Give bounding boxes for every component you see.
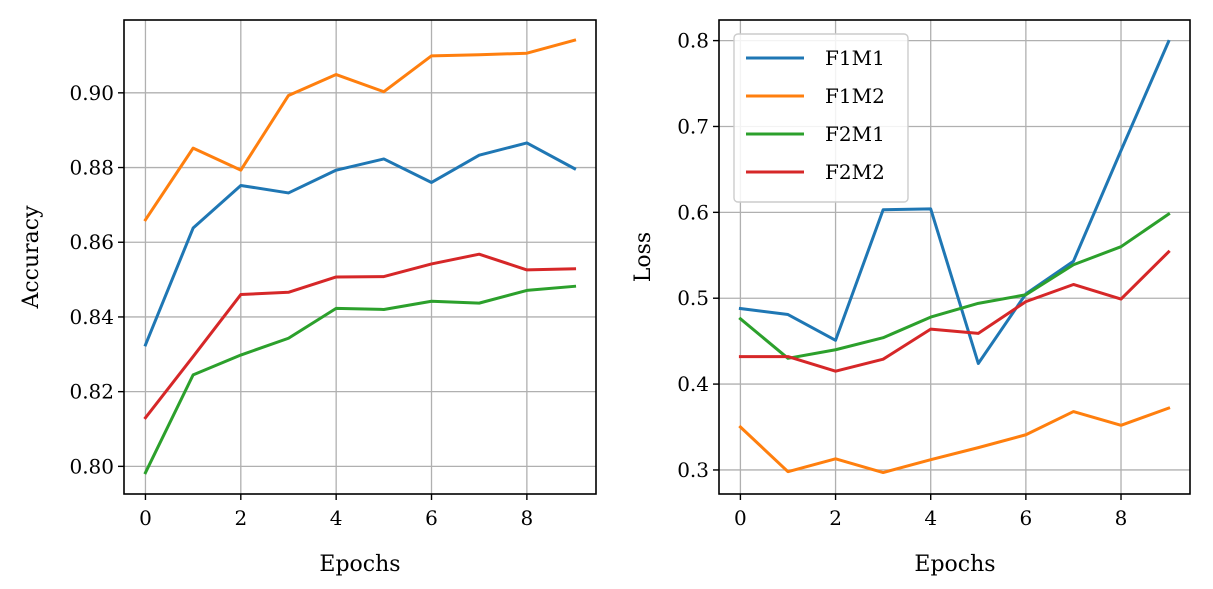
accuracy-series-f1m2-line [143,38,577,222]
legend-label-f2m1: F2M1 [825,122,885,146]
loss-y-tick-label: 0.6 [677,200,709,224]
accuracy-x-tick-label: 4 [330,506,343,530]
accuracy-series-f2m1-line [143,284,577,475]
accuracy-x-axis-label: Epochs [319,552,400,577]
loss-x-tick-label: 6 [1019,506,1032,530]
accuracy-panel: 0 2 4 6 8 0.80 0.82 0.84 0.86 0.88 0.90 Epochs Acc… [19,19,597,577]
legend-label-f1m2: F1M2 [825,84,885,108]
accuracy-x-tick-label: 8 [521,506,534,530]
accuracy-ticks: 0 2 4 6 8 0.80 0.82 0.84 0.86 0.88 0.90 [69,81,533,530]
loss-series-f1m2-line [738,406,1171,475]
accuracy-y-tick-label: 0.88 [69,156,114,180]
accuracy-y-tick-label: 0.84 [69,305,114,329]
legend-label-f2m2: F2M2 [825,160,885,184]
loss-legend: F1M1 F1M2 F2M1 F2M2 [733,33,909,203]
legend-label-f1m1: F1M1 [825,46,885,70]
accuracy-series [143,38,577,475]
accuracy-y-tick-label: 0.90 [69,81,114,105]
loss-x-axis-label: Epochs [914,552,995,577]
loss-y-tick-label: 0.3 [677,458,709,482]
accuracy-x-tick-label: 0 [139,506,152,530]
accuracy-plot-frame [123,19,597,495]
loss-x-tick-label: 4 [924,506,937,530]
loss-series-f2m1-line [738,211,1171,360]
loss-series-f2m2-line [738,249,1171,373]
accuracy-series-f2m2-line [143,252,577,420]
loss-y-tick-label: 0.5 [677,286,709,310]
loss-panel: 0 2 4 6 8 0.3 0.4 0.5 0.6 0.7 0.8 Epochs Loss F1M1… [631,19,1191,577]
loss-y-axis-label: Loss [631,232,656,282]
accuracy-x-tick-label: 6 [425,506,438,530]
accuracy-grid [124,20,596,494]
accuracy-y-tick-label: 0.80 [69,454,114,478]
loss-plot-frame [718,19,1191,495]
loss-x-tick-label: 8 [1115,506,1128,530]
loss-series [738,39,1171,475]
accuracy-y-axis-label: Accuracy [19,205,44,310]
loss-series-f1m1-line [738,39,1171,365]
accuracy-y-tick-label: 0.82 [69,380,114,404]
loss-y-tick-label: 0.7 [677,114,709,138]
accuracy-y-tick-label: 0.86 [69,230,114,254]
loss-y-tick-label: 0.8 [677,29,709,53]
loss-x-tick-label: 2 [829,506,842,530]
accuracy-x-tick-label: 2 [234,506,247,530]
legend-box [733,33,909,203]
loss-x-tick-label: 0 [734,506,747,530]
loss-ticks: 0 2 4 6 8 0.3 0.4 0.5 0.6 0.7 0.8 [677,29,1127,530]
loss-y-tick-label: 0.4 [677,372,709,396]
accuracy-series-f1m1-line [143,141,577,347]
